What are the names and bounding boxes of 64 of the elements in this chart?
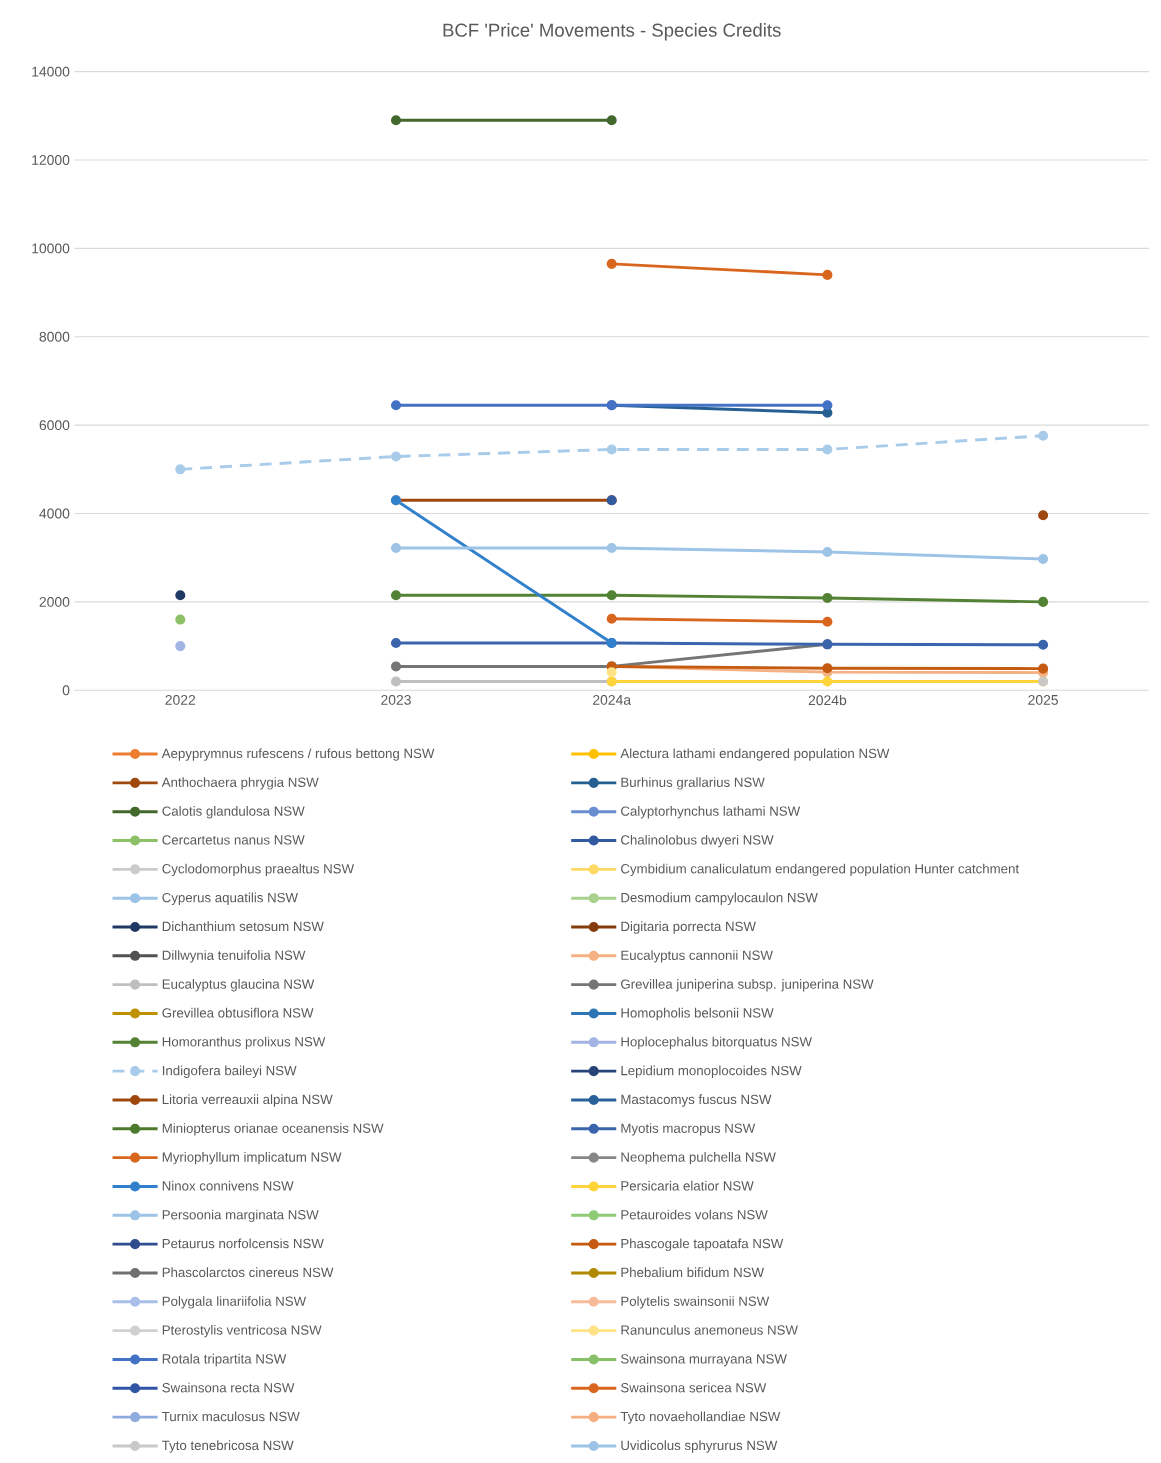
legend-label: Swainsona murrayana NSW bbox=[621, 1353, 788, 1367]
legend-label: Petauroides volans NSW bbox=[621, 1209, 768, 1220]
legend-label: Homoranthus prolixus NSW bbox=[162, 1036, 326, 1050]
x-tick-label: 2024a bbox=[593, 694, 632, 705]
y-tick-label: 0 bbox=[62, 685, 70, 696]
legend-label: Ranunculus anemoneus NSW bbox=[621, 1325, 799, 1335]
y-tick-label: 2000 bbox=[39, 596, 70, 607]
x-tick-label: 2024b bbox=[808, 694, 847, 706]
legend-label: Turnix maculosus NSW bbox=[162, 1411, 300, 1422]
y-tick-label: 6000 bbox=[39, 420, 70, 431]
legend-label: Swainsona recta NSW bbox=[162, 1382, 295, 1393]
legend-label: Aepyprymnus rufescens / rufous bettong NSW bbox=[161, 748, 435, 761]
legend-label: Dichanthium setosum NSW bbox=[162, 921, 324, 932]
legend-label: Indigofera baileyi NSW bbox=[163, 1065, 297, 1078]
legend-label: Persicaria elatior NSW bbox=[621, 1180, 754, 1191]
legend-label: Homopholis belsonii NSW bbox=[621, 1007, 774, 1021]
y-tick-label: 12000 bbox=[32, 155, 70, 165]
legend-label: Grevillea juniperina subsp. juniperina NSW bbox=[621, 979, 874, 992]
legend-label: Phascolarctos cinereus NSW bbox=[162, 1267, 334, 1278]
legend-label: Tyto tenebricosa NSW bbox=[162, 1440, 294, 1453]
y-tick-label: 14000 bbox=[32, 66, 70, 77]
legend-label: Uvidicolus sphyrurus NSW bbox=[621, 1440, 778, 1453]
legend-label: Calotis glandulosa NSW bbox=[162, 806, 305, 819]
legend-label: Lepidium monoplocoides NSW bbox=[621, 1065, 802, 1078]
y-tick-label: 4000 bbox=[39, 508, 70, 519]
legend-label: Chalinolobus dwyeri NSW bbox=[621, 834, 774, 848]
legend-label: Alectura lathami endangered population NSW bbox=[620, 748, 890, 761]
legend-label: Dillwynia tenuifolia NSW bbox=[162, 950, 306, 963]
chart-title: BCF 'Price' Movements - Species Credits bbox=[443, 23, 781, 41]
x-tick-label: 2022 bbox=[165, 694, 196, 705]
legend-label: Calyptorhynchus lathami NSW bbox=[621, 806, 801, 819]
legend-label: Mastacomys fuscus NSW bbox=[621, 1094, 772, 1107]
legend-label: Myriophyllum implicatum NSW bbox=[162, 1152, 342, 1165]
y-tick-label: 8000 bbox=[39, 331, 70, 342]
legend-label: Eucalyptus glaucina NSW bbox=[162, 979, 315, 992]
legend-label: Cyclodomorphus praealtus NSW bbox=[162, 863, 355, 877]
x-tick-label: 2023 bbox=[381, 694, 412, 705]
legend-label: Hoplocephalus bitorquatus NSW bbox=[621, 1036, 813, 1050]
legend-label: Digitaria porrecta NSW bbox=[621, 921, 757, 934]
legend-label: Polygala linariifolia NSW bbox=[162, 1296, 307, 1309]
legend-label: Rotala tripartita NSW bbox=[162, 1353, 287, 1367]
legend-label: Phebalium bifidum NSW bbox=[621, 1267, 765, 1278]
legend-label: Anthochaera phrygia NSW bbox=[161, 777, 319, 790]
legend-label: Desmodium campylocaulon NSW bbox=[621, 892, 818, 905]
legend-label: Litoria verreauxii alpina NSW bbox=[162, 1094, 333, 1107]
legend-label: Ninox connivens NSW bbox=[162, 1180, 294, 1191]
y-tick-label: 10000 bbox=[32, 243, 70, 254]
legend-label: Eucalyptus cannonii NSW bbox=[621, 950, 774, 963]
legend-label: Miniopterus orianae oceanensis NSW bbox=[162, 1123, 384, 1136]
legend-label: Persoonia marginata NSW bbox=[162, 1209, 319, 1223]
legend-label: Neophema pulchella NSW bbox=[621, 1152, 776, 1165]
legend-label: Polytelis swainsonii NSW bbox=[621, 1296, 770, 1309]
legend-label: Myotis macropus NSW bbox=[621, 1123, 756, 1136]
legend-label: Cercartetus nanus NSW bbox=[162, 835, 305, 845]
legend-label: Tyto novaehollandiae NSW bbox=[620, 1411, 781, 1424]
legend-label: Pterostylis ventricosa NSW bbox=[162, 1325, 322, 1338]
legend-label: Grevillea obtusiflora NSW bbox=[162, 1007, 314, 1018]
legend-label: Burhinus grallarius NSW bbox=[621, 777, 765, 790]
legend-label: Phascogale tapoatafa NSW bbox=[621, 1238, 784, 1251]
x-tick-label: 2025 bbox=[1028, 694, 1059, 705]
legend-label: Swainsona sericea NSW bbox=[621, 1382, 767, 1393]
legend-label: Cyperus aquatilis NSW bbox=[162, 892, 299, 905]
legend-label: Cymbidium canaliculatum endangered population Hunter catchment bbox=[621, 863, 1020, 877]
legend-label: Petaurus norfolcensis NSW bbox=[162, 1238, 324, 1249]
